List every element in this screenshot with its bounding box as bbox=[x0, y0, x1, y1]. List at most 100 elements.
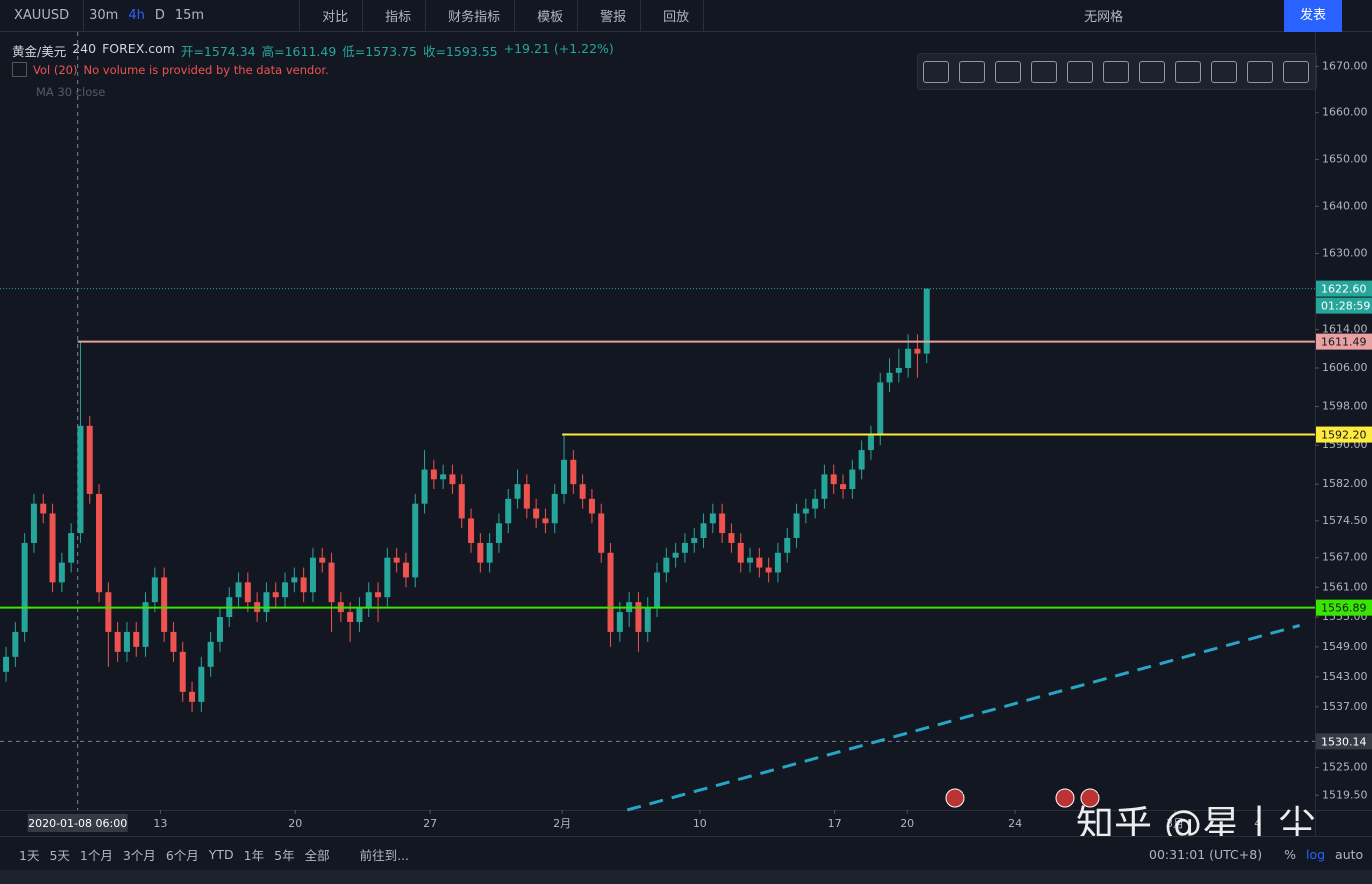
footer bbox=[0, 870, 1372, 884]
y-tick-label: 1574.50 bbox=[1322, 514, 1368, 527]
drawing-tool[interactable] bbox=[923, 60, 949, 83]
volume-row: Vol (20) No volume is provided by the dat… bbox=[12, 62, 329, 77]
grid-menu[interactable]: 无网格 bbox=[1084, 10, 1124, 25]
candle-body bbox=[598, 513, 605, 553]
price-label-box bbox=[1316, 280, 1372, 297]
toolbar-button[interactable]: 回放 bbox=[663, 10, 690, 25]
candle-body bbox=[784, 538, 791, 553]
candle-body bbox=[412, 503, 419, 578]
candle-body bbox=[449, 474, 456, 485]
toolbar-button[interactable]: 财务指标 bbox=[448, 10, 501, 25]
interval-button[interactable]: 30m bbox=[89, 8, 119, 23]
candle-body bbox=[300, 577, 307, 593]
candle-body bbox=[198, 666, 205, 702]
interval-button[interactable]: D bbox=[154, 8, 165, 23]
goto-button[interactable]: 前往到... bbox=[359, 847, 410, 863]
candle-body bbox=[691, 538, 698, 543]
candle-body bbox=[189, 691, 196, 702]
range-button[interactable]: 全部 bbox=[304, 847, 330, 863]
candle-body bbox=[114, 631, 121, 652]
candle-body bbox=[700, 523, 707, 539]
x-tick-label: 10 bbox=[693, 817, 707, 830]
candle-body bbox=[3, 656, 10, 672]
legend-close: 收=1593.55 bbox=[422, 44, 498, 59]
separator bbox=[425, 0, 427, 32]
price-label: 1592.20 bbox=[1321, 429, 1367, 442]
candle-body bbox=[356, 607, 363, 622]
drawing-tool[interactable] bbox=[1175, 60, 1201, 83]
toolbar-button[interactable]: 模板 bbox=[537, 10, 564, 25]
y-tick-label: 1640.00 bbox=[1322, 199, 1368, 212]
candle-body bbox=[440, 474, 447, 480]
candle-body bbox=[272, 592, 279, 598]
separator bbox=[83, 0, 85, 32]
candle-body bbox=[672, 552, 679, 558]
y-tick-label: 1614.00 bbox=[1322, 323, 1368, 336]
drawing-tool[interactable] bbox=[995, 60, 1021, 83]
interval-button[interactable]: 15m bbox=[174, 8, 205, 23]
price-label: 1622.60 bbox=[1321, 283, 1367, 296]
candle-body bbox=[579, 484, 586, 499]
event-count: 2 bbox=[962, 784, 969, 797]
candle-body bbox=[923, 288, 930, 354]
candle-body bbox=[914, 348, 921, 354]
range-button[interactable]: 6个月 bbox=[165, 847, 199, 863]
candle-body bbox=[402, 562, 409, 578]
range-button[interactable]: 5年 bbox=[274, 847, 295, 863]
candle-body bbox=[644, 607, 651, 632]
candle-body bbox=[384, 557, 391, 598]
range-button[interactable]: 1天 bbox=[19, 847, 40, 863]
range-button[interactable]: 1个月 bbox=[79, 847, 113, 863]
y-tick-label: 1537.00 bbox=[1322, 700, 1368, 713]
price-label: 1556.89 bbox=[1321, 602, 1367, 615]
collapse-button[interactable] bbox=[12, 62, 27, 77]
scale-option[interactable]: log bbox=[1305, 846, 1326, 862]
drawing-tool[interactable] bbox=[1067, 60, 1093, 83]
drawing-tool[interactable] bbox=[1103, 60, 1129, 83]
range-button[interactable]: 5天 bbox=[49, 847, 70, 863]
symbol[interactable]: XAUUSD bbox=[14, 8, 70, 23]
candle-body bbox=[486, 542, 493, 563]
drawing-tool[interactable] bbox=[1283, 60, 1309, 83]
toolbar-button[interactable]: 警报 bbox=[600, 10, 627, 25]
candle-body bbox=[663, 557, 670, 573]
x-tick-label: 2月 bbox=[553, 817, 571, 830]
candle-body bbox=[681, 542, 688, 553]
candle-body bbox=[886, 372, 893, 383]
candle-body bbox=[737, 542, 744, 563]
legend-source: FOREX.com bbox=[102, 41, 175, 56]
candle-body bbox=[719, 513, 726, 534]
x-tick-label: 17 bbox=[828, 817, 842, 830]
candle-body bbox=[375, 592, 382, 598]
range-button[interactable]: YTD bbox=[208, 846, 234, 862]
y-tick-label: 1549.00 bbox=[1322, 640, 1368, 653]
y-tick-label: 1561.00 bbox=[1322, 580, 1368, 593]
candle-body bbox=[523, 484, 530, 509]
publish-button[interactable]: 发表 bbox=[1284, 0, 1342, 32]
candle-body bbox=[216, 617, 223, 642]
drawing-tool[interactable] bbox=[959, 60, 985, 83]
scale-option[interactable]: auto bbox=[1335, 846, 1364, 862]
drawing-tool[interactable] bbox=[1031, 60, 1057, 83]
toolbar-button[interactable]: 对比 bbox=[322, 10, 349, 25]
candle-body bbox=[58, 562, 65, 583]
drawing-tool[interactable] bbox=[1211, 60, 1237, 83]
drawing-tool[interactable] bbox=[1247, 60, 1273, 83]
scale-option[interactable]: % bbox=[1284, 846, 1296, 862]
candle-body bbox=[849, 469, 856, 490]
y-tick-label: 1525.00 bbox=[1322, 760, 1368, 773]
crosshair-time: 2020-01-08 06:00 bbox=[28, 817, 127, 830]
event-icon bbox=[1055, 788, 1075, 808]
range-button[interactable]: 1年 bbox=[243, 847, 265, 863]
candle-body bbox=[895, 367, 902, 373]
range-button[interactable]: 3个月 bbox=[122, 847, 156, 863]
toolbar-button[interactable]: 指标 bbox=[385, 10, 412, 25]
candle-body bbox=[179, 651, 186, 692]
drawing-tool[interactable] bbox=[1139, 60, 1165, 83]
candle-body bbox=[21, 542, 28, 632]
candle-body bbox=[40, 503, 47, 514]
candle-body bbox=[68, 533, 75, 563]
interval-button[interactable]: 4h bbox=[128, 8, 145, 23]
candle-body bbox=[533, 508, 540, 519]
